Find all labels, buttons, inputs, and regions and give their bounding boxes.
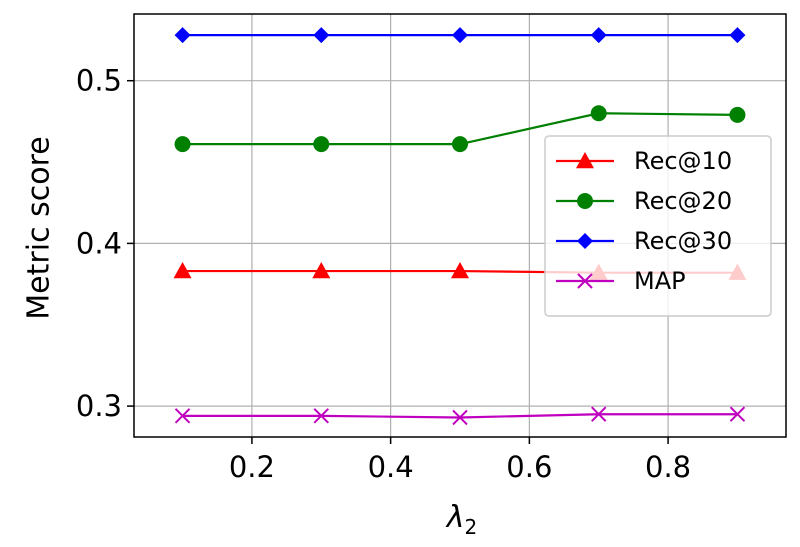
- data-point-rec-30: [590, 27, 607, 44]
- legend-label: MAP: [634, 267, 686, 295]
- x-axis-label: λ2: [445, 500, 478, 539]
- plot-frame: [133, 13, 787, 438]
- data-point-rec-30: [452, 27, 468, 44]
- legend-item-rec-20: Rec@20: [556, 187, 732, 215]
- data-point-map: [174, 408, 191, 424]
- x-marker-stroke: [174, 408, 191, 424]
- data-point-map: [591, 406, 607, 422]
- x-tick-label: 0.4: [368, 450, 414, 484]
- legend-item-rec-10: Rec@10: [556, 147, 732, 175]
- x-marker-stroke: [313, 408, 329, 424]
- data-point-rec-30: [313, 27, 330, 44]
- x-marker-stroke: [577, 273, 593, 289]
- data-point-rec-20: [729, 106, 746, 123]
- x-axis-label-subscript: 2: [465, 515, 478, 539]
- data-point-map: [729, 406, 746, 422]
- legend-marker: [577, 233, 593, 249]
- legend-label: Rec@10: [634, 147, 732, 175]
- legend-marker: [577, 273, 593, 289]
- data-point-rec-30: [174, 27, 191, 44]
- legend-label: Rec@30: [634, 227, 732, 255]
- legend-item-rec-30: Rec@30: [556, 227, 732, 255]
- data-point-rec-20: [174, 136, 191, 153]
- x-tick-label: 0.2: [229, 450, 275, 484]
- data-point-rec-10: [173, 262, 192, 279]
- data-point-rec-10: [451, 262, 469, 279]
- x-tick-label: 0.6: [506, 450, 552, 484]
- data-point-rec-20: [452, 136, 468, 153]
- axis-ticks: [127, 79, 669, 444]
- legend-label: Rec@20: [634, 187, 732, 215]
- x-marker-stroke: [729, 406, 746, 422]
- y-axis-label: Metric score: [22, 136, 57, 319]
- y-tick-label: 0.5: [76, 64, 122, 98]
- data-point-map: [313, 408, 329, 424]
- data-point-rec-20: [590, 105, 607, 122]
- x-marker-stroke: [591, 406, 607, 422]
- data-point-map: [452, 409, 468, 426]
- data-point-rec-30: [729, 27, 746, 44]
- y-tick-label: 0.3: [76, 389, 122, 423]
- legend: Rec@10 Rec@20 Rec@30 MAP: [544, 135, 772, 317]
- legend-box: [544, 135, 772, 317]
- x-marker-stroke: [452, 409, 468, 426]
- x-axis-label-symbol: λ: [445, 500, 465, 535]
- legend-entries: Rec@10 Rec@20 Rec@30 MAP: [556, 147, 732, 295]
- legend-item-map: MAP: [556, 267, 686, 295]
- data-point-rec-10: [312, 262, 331, 279]
- data-point-rec-20: [313, 136, 330, 153]
- tick-labels: 0.2 0.4 0.6 0.8 0.3 0.4 0.5: [76, 64, 691, 484]
- series-markers: [173, 27, 747, 426]
- grid: [134, 14, 786, 437]
- legend-marker: [576, 152, 594, 169]
- legend-marker: [577, 193, 593, 209]
- y-tick-label: 0.4: [76, 226, 122, 260]
- x-tick-label: 0.8: [645, 450, 691, 484]
